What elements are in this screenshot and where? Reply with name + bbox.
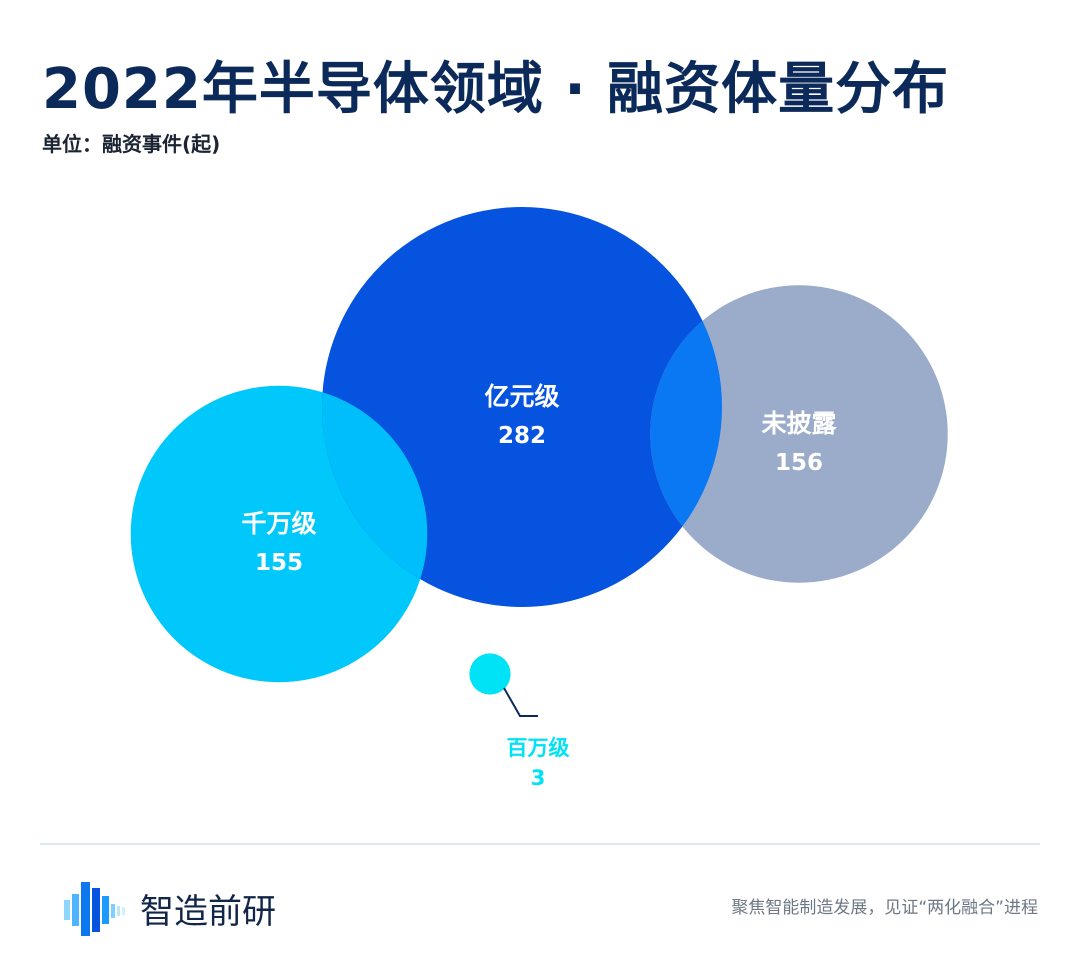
bubble-baiwan xyxy=(469,653,511,695)
bubble-chart: 亿元级 282 千万级 155 未披露 156 百万级 3 xyxy=(130,207,948,790)
label-yi-value: 282 xyxy=(498,423,546,449)
unit-label: 单位：融资事件(起) xyxy=(42,132,221,156)
label-qianwan-value: 155 xyxy=(255,550,303,576)
brand-name: 智造前研 xyxy=(140,892,276,932)
brand-logo-icon xyxy=(64,882,125,936)
label-baiwan-value: 3 xyxy=(531,766,546,790)
label-weipilu-name: 未披露 xyxy=(761,409,837,438)
overlap-qianwan-yi xyxy=(322,385,428,607)
footer-divider xyxy=(40,843,1040,845)
label-qianwan-name: 千万级 xyxy=(241,509,316,538)
leader-line-baiwan xyxy=(503,687,538,717)
chart-title: 2022年半导体领域 · 融资体量分布 xyxy=(42,57,950,122)
label-yi-name: 亿元级 xyxy=(484,382,559,411)
footer-slogan: 聚焦智能制造发展，见证“两化融合”进程 xyxy=(731,898,1038,918)
label-baiwan-name: 百万级 xyxy=(507,736,570,760)
bubble-weipilu xyxy=(650,285,948,583)
label-weipilu-value: 156 xyxy=(775,450,823,476)
